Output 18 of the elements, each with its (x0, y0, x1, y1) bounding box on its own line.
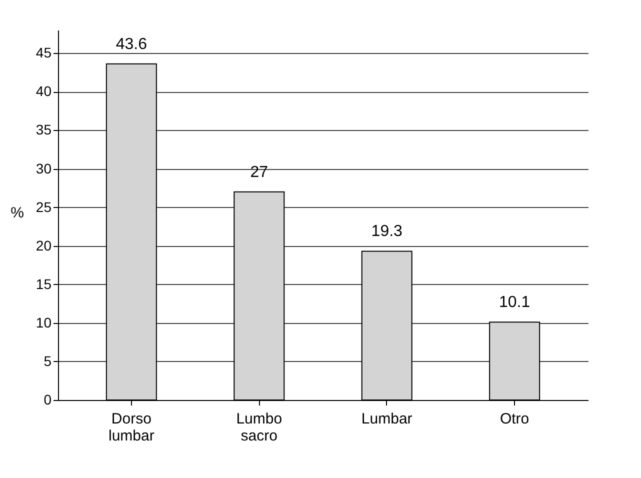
x-tick-label: Dorso lumbar (108, 410, 154, 444)
y-tick-label: 10 (36, 314, 52, 330)
y-tick-label: 30 (36, 160, 52, 176)
y-tick-label: 40 (36, 83, 52, 100)
x-tick-label: Lumbar (361, 410, 412, 428)
data-label: 43.6 (116, 36, 148, 53)
data-label: 10.1 (498, 294, 530, 312)
y-tick-label: 15 (36, 276, 52, 292)
y-tick-label: 35 (36, 122, 52, 138)
x-tick-label: Lumbo sacro (236, 410, 282, 444)
y-tick-label: 20 (36, 237, 52, 254)
y-tick-label: 25 (36, 198, 52, 215)
x-tick-label: Otro (500, 410, 530, 428)
data-label: 19.3 (371, 223, 403, 240)
y-tick-label: 45 (36, 44, 52, 61)
y-axis-title: % (10, 204, 24, 222)
y-tick-label: 5 (44, 352, 52, 369)
y-tick-label: 0 (44, 392, 52, 408)
